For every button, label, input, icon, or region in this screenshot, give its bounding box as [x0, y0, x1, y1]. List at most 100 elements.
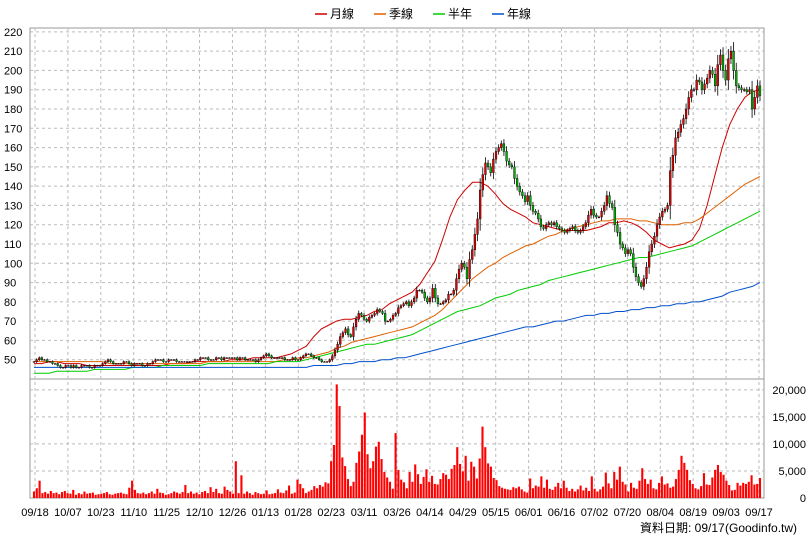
volume-bar	[705, 484, 708, 498]
candle-body	[349, 334, 352, 337]
candle-body	[370, 315, 374, 318]
candle-body	[653, 236, 656, 245]
candle-body	[616, 224, 619, 233]
volume-bar	[189, 491, 193, 498]
candle-body	[228, 357, 231, 359]
volume-bar	[501, 487, 504, 498]
volume-bar	[80, 494, 83, 498]
volume-panel-frame	[29, 378, 765, 499]
candle-body	[640, 282, 643, 287]
volume-bar	[251, 494, 254, 498]
candle-body	[484, 162, 487, 175]
volume-bar	[234, 461, 237, 498]
volume-bar	[391, 488, 394, 498]
volume-bar	[209, 487, 212, 498]
candle-body	[708, 70, 711, 79]
candle-body	[130, 363, 133, 366]
candle-body	[80, 365, 83, 368]
volume-bar	[604, 472, 607, 498]
candle-body	[679, 124, 682, 133]
volume-bar	[32, 491, 36, 498]
volume-bar	[489, 466, 492, 498]
candle-body	[703, 83, 706, 90]
candle-body	[360, 313, 363, 316]
volume-bar	[445, 474, 448, 498]
candle-body	[212, 359, 215, 361]
volume-bar	[220, 493, 223, 498]
volume-bar	[537, 486, 540, 498]
volume-bar	[83, 491, 86, 498]
volume-bar	[470, 461, 473, 498]
candle-body	[444, 299, 447, 303]
candle-body	[642, 278, 645, 287]
candle-body	[687, 97, 690, 110]
candle-body	[88, 365, 91, 368]
candle-body	[468, 259, 471, 279]
candle-body	[690, 89, 693, 98]
candle-body	[637, 276, 640, 283]
candle-body	[135, 363, 139, 365]
candle-body	[354, 319, 358, 328]
candle-body	[246, 359, 249, 361]
volume-bar	[245, 491, 249, 498]
candle-body	[655, 224, 659, 237]
price-tick-label: 200	[4, 65, 22, 77]
candle-body	[603, 205, 606, 212]
candle-body	[143, 365, 147, 367]
volume-bar	[164, 494, 167, 498]
volume-bar	[108, 494, 111, 498]
candle-body	[296, 359, 300, 361]
candle-body	[368, 317, 371, 322]
volume-bar	[288, 485, 291, 498]
volume-bar	[35, 488, 38, 498]
candle-body	[159, 359, 162, 361]
volume-bar	[276, 489, 279, 498]
candle-body	[43, 359, 46, 361]
date-tick-label: 08/04	[647, 507, 675, 519]
date-tick-label: 06/01	[515, 507, 543, 519]
volume-bar	[46, 493, 50, 498]
volume-bar	[531, 488, 535, 498]
legend-label: 季線	[389, 6, 413, 21]
candle-body	[204, 357, 207, 359]
candle-body	[407, 301, 411, 306]
candle-body	[737, 85, 741, 88]
volume-bar	[663, 484, 666, 498]
volume-bar	[655, 489, 658, 498]
candle-body	[523, 195, 527, 202]
volume-bar	[327, 483, 330, 498]
volume-bar	[226, 489, 229, 498]
volume-bar	[184, 485, 187, 498]
volume-bar	[386, 477, 389, 498]
volume-bar	[302, 488, 305, 498]
volume-bar	[173, 491, 176, 498]
volume-bar	[453, 465, 456, 498]
candle-body	[402, 303, 405, 306]
legend-label: 半年	[448, 7, 472, 21]
volume-bar	[515, 488, 518, 498]
volume-bar	[150, 491, 153, 498]
volume-bar	[397, 469, 400, 498]
volume-bar	[590, 476, 593, 498]
candle-body	[502, 143, 506, 152]
volume-bar	[60, 492, 64, 498]
volume-bar	[147, 493, 150, 498]
volume-bar	[293, 492, 296, 498]
candle-body	[410, 301, 413, 306]
candle-body	[207, 357, 210, 360]
ma-month-line	[34, 89, 761, 366]
volume-bar	[630, 482, 633, 498]
volume-bar	[212, 492, 215, 498]
volume-bar	[203, 490, 207, 498]
candle-body	[555, 222, 558, 227]
volume-bar	[265, 490, 268, 498]
volume-bar	[607, 483, 610, 498]
volume-bar	[229, 491, 232, 498]
candle-body	[542, 226, 545, 229]
volume-bar	[576, 489, 579, 498]
candle-body	[613, 207, 616, 225]
volume-bar	[554, 486, 557, 498]
candle-body	[67, 365, 70, 367]
candle-body	[666, 205, 669, 210]
candle-body	[476, 218, 479, 235]
